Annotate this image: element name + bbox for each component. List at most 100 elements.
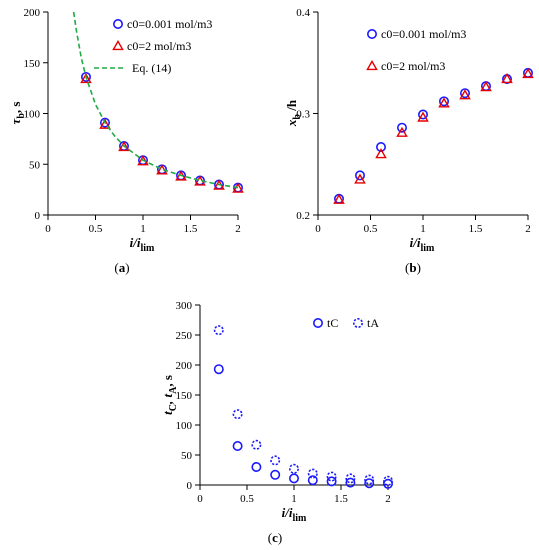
data-point-series-1 xyxy=(522,67,534,79)
data-point-series-0 xyxy=(270,469,281,480)
x-tick-label: 0 xyxy=(45,223,51,235)
panel-label: (a) xyxy=(114,260,129,275)
data-point-series-0 xyxy=(354,170,365,181)
panel-2: 0 50 100 150 200 250 300 0 0.5 1 1.5 2 tC tA xyxy=(176,300,393,505)
data-point-series-1 xyxy=(354,173,366,184)
data-point-series-1 xyxy=(417,111,429,122)
data-point-series-0 xyxy=(100,117,111,128)
legend-swatch xyxy=(366,28,377,39)
data-point-series-1 xyxy=(175,170,187,181)
data-point-series-0 xyxy=(326,476,337,487)
panel-1: 0.2 0.3 0.4 0 0.5 1 1.5 2 c0=0.001 mol/m3 c0=2 mo… xyxy=(296,7,534,235)
legend-label: c0=0.001 mol/m3 xyxy=(127,17,212,31)
legend-swatch xyxy=(112,39,124,51)
data-point-series-1 xyxy=(382,475,393,486)
data-point-series-0 xyxy=(288,473,299,484)
data-point-series-1 xyxy=(396,126,408,137)
panel-0: 0 50 100 150 200 0 0.5 1 1.5 2 c0=0.001 mol/m3 c0=2… xyxy=(24,7,244,235)
y-tick-label: 100 xyxy=(176,420,193,432)
x-tick-label: 0.5 xyxy=(89,223,103,235)
data-point-series-1 xyxy=(288,463,299,474)
data-point-series-1 xyxy=(501,72,513,84)
legend-label: tC xyxy=(327,316,338,330)
panel-label: (c) xyxy=(268,530,282,545)
data-point-series-1 xyxy=(459,89,471,100)
y-tick-label: 50 xyxy=(181,450,193,462)
legend: tC tA xyxy=(312,316,379,330)
legend-label: c0=0.001 mol/m3 xyxy=(381,27,466,41)
data-point-series-0 xyxy=(438,96,449,107)
legend-label: Eq. (14) xyxy=(132,61,171,75)
x-tick-label: 1.5 xyxy=(184,223,198,235)
data-point-series-0 xyxy=(417,109,428,120)
data-point-series-1 xyxy=(480,81,492,92)
data-point-series-0 xyxy=(213,364,224,375)
legend-label: c0=2 mol/m3 xyxy=(127,39,191,53)
data-point-series-1 xyxy=(345,473,356,484)
data-point-series-1 xyxy=(333,193,345,204)
y-tick-label: 200 xyxy=(176,360,193,372)
y-tick-label: 0.3 xyxy=(296,109,310,121)
data-point-series-1 xyxy=(232,409,243,420)
y-axis-title: xb /h xyxy=(284,99,303,127)
data-point-series-1 xyxy=(80,72,92,84)
data-point-series-1 xyxy=(307,468,318,479)
data-point-series-0 xyxy=(375,141,386,152)
data-point-series-0 xyxy=(81,71,92,82)
x-axis-title: i/ilim xyxy=(282,505,307,524)
legend-label: tA xyxy=(367,316,379,330)
data-point-series-1 xyxy=(99,118,111,129)
x-tick-label: 2 xyxy=(235,223,241,235)
legend-label: c0=2 mol/m3 xyxy=(381,59,445,73)
y-axis-title: τb, s xyxy=(8,102,27,125)
x-tick-label: 2 xyxy=(525,223,531,235)
y-tick-label: 100 xyxy=(24,109,41,121)
y-tick-label: 150 xyxy=(176,390,193,402)
y-tick-label: 150 xyxy=(24,58,41,70)
data-point-series-1 xyxy=(375,148,387,159)
data-point-series-1 xyxy=(118,140,130,152)
y-tick-label: 50 xyxy=(29,159,41,171)
x-axis-title: i/ilim xyxy=(130,235,155,254)
data-point-series-0 xyxy=(232,440,243,451)
x-tick-label: 0.5 xyxy=(240,493,254,505)
y-tick-label: 0 xyxy=(35,210,41,222)
data-point-series-1 xyxy=(438,97,450,108)
x-tick-label: 1.5 xyxy=(334,493,348,505)
y-tick-label: 300 xyxy=(176,300,193,312)
data-point-series-0 xyxy=(382,478,393,489)
y-tick-label: 200 xyxy=(24,7,41,19)
legend-swatch xyxy=(113,18,124,29)
legend-swatch xyxy=(366,59,378,71)
x-tick-label: 0 xyxy=(315,223,321,235)
x-tick-label: 1 xyxy=(420,223,426,235)
y-tick-label: 0.2 xyxy=(296,210,310,222)
data-point-series-1 xyxy=(326,471,337,482)
legend: c0=0.001 mol/m3 c0=2 mol/m3 Eq. (14) xyxy=(94,17,212,75)
data-point-series-0 xyxy=(396,122,407,133)
panel-label: (b) xyxy=(405,260,421,275)
x-tick-label: 0 xyxy=(197,493,203,505)
legend-swatch xyxy=(312,317,323,328)
data-point-series-0 xyxy=(307,475,318,486)
y-tick-label: 0 xyxy=(187,480,193,492)
x-tick-label: 1.5 xyxy=(469,223,483,235)
eq14-line xyxy=(72,11,239,189)
data-point-series-1 xyxy=(251,439,262,450)
y-tick-label: 0.4 xyxy=(296,7,310,19)
y-axis-title: tC, tA, s xyxy=(160,375,179,415)
data-point-series-0 xyxy=(345,477,356,488)
legend: c0=0.001 mol/m3 c0=2 mol/m3 xyxy=(366,27,466,73)
x-tick-label: 1 xyxy=(140,223,146,235)
x-tick-label: 2 xyxy=(385,493,391,505)
data-point-series-0 xyxy=(459,88,470,99)
data-point-series-0 xyxy=(364,478,375,489)
y-tick-label: 250 xyxy=(176,330,193,342)
legend-swatch xyxy=(352,317,363,328)
data-point-series-1 xyxy=(213,325,224,336)
x-tick-label: 1 xyxy=(291,493,297,505)
data-point-series-0 xyxy=(251,461,262,472)
data-point-series-1 xyxy=(270,455,281,466)
data-point-series-1 xyxy=(364,474,375,485)
